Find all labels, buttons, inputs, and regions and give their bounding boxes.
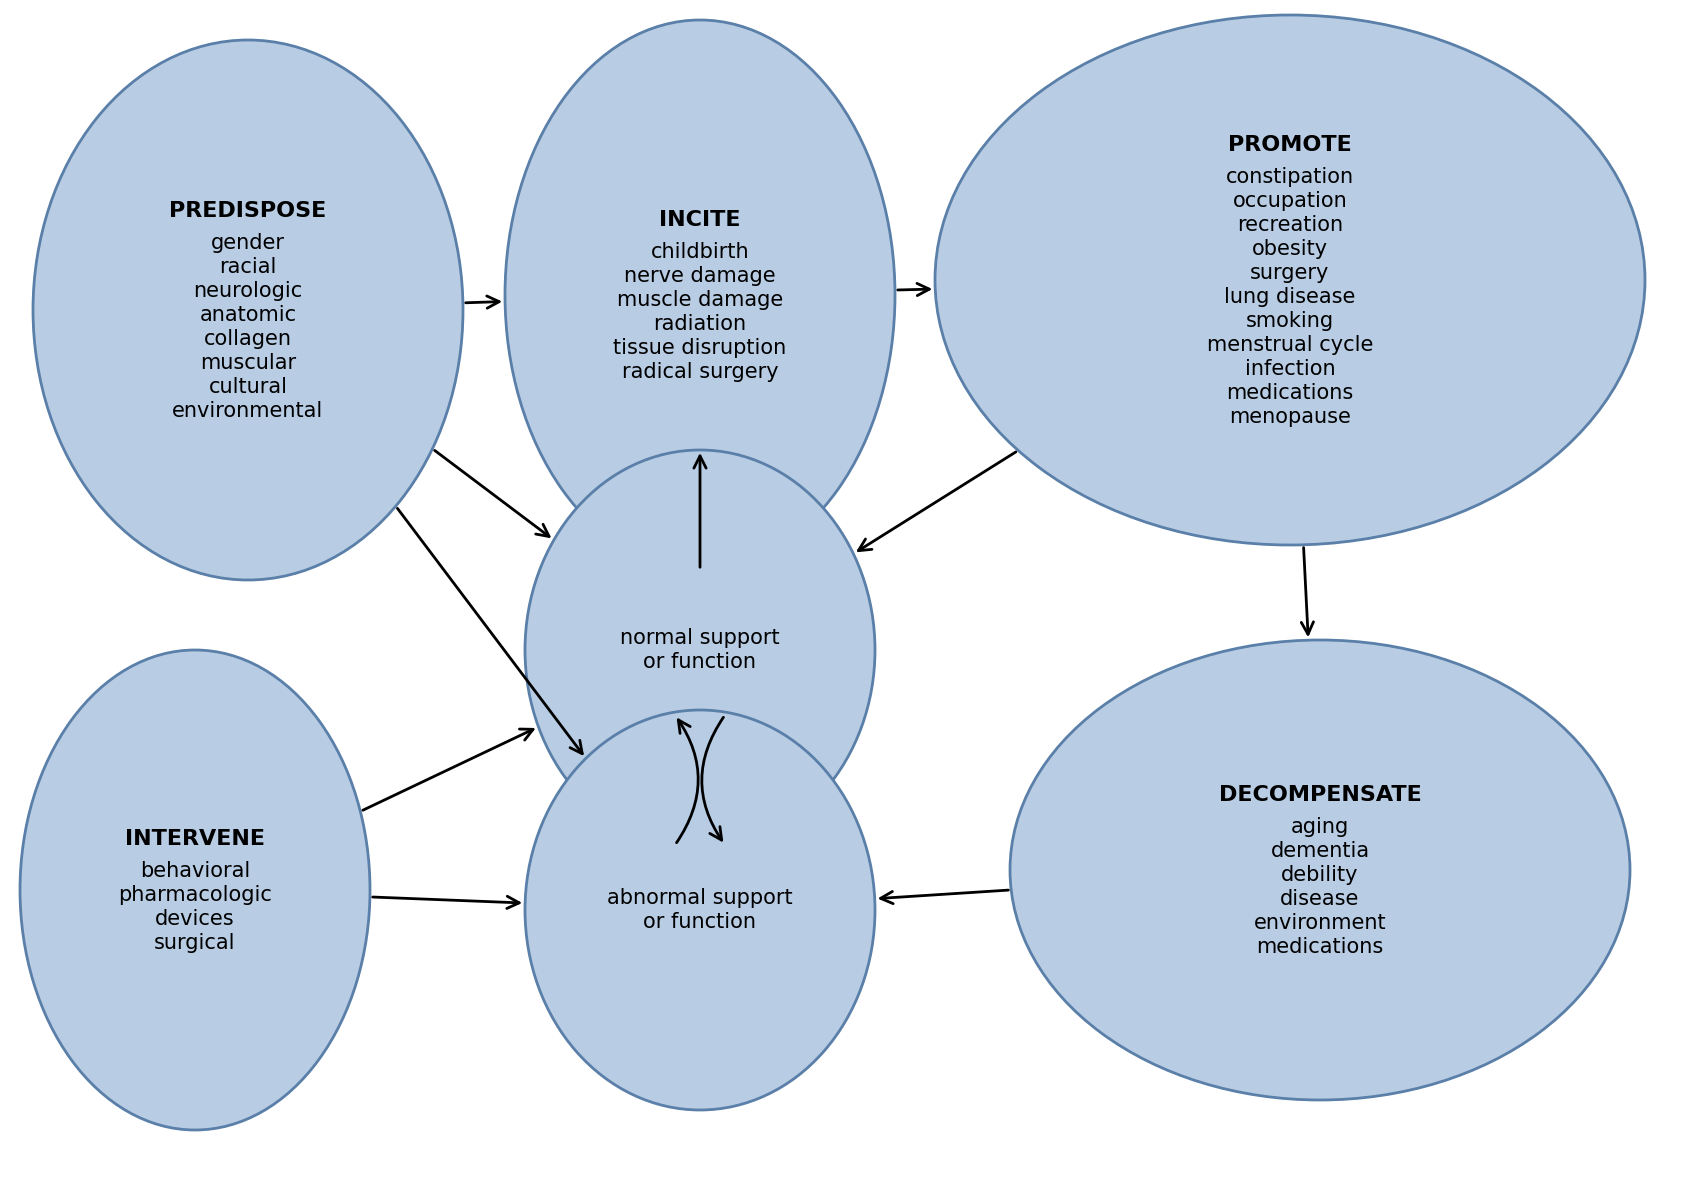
Text: radical surgery: radical surgery	[621, 362, 777, 382]
Text: menopause: menopause	[1228, 406, 1351, 427]
Ellipse shape	[935, 16, 1643, 546]
Text: tissue disruption: tissue disruption	[612, 338, 785, 359]
Text: disease: disease	[1280, 888, 1359, 909]
Text: obesity: obesity	[1251, 239, 1327, 259]
Text: occupation: occupation	[1231, 191, 1347, 211]
Text: muscle damage: muscle damage	[617, 290, 782, 311]
Text: PROMOTE: PROMOTE	[1228, 135, 1351, 155]
Text: DECOMPENSATE: DECOMPENSATE	[1218, 785, 1421, 805]
Text: medications: medications	[1256, 936, 1383, 957]
Text: radiation: radiation	[653, 314, 747, 335]
Ellipse shape	[525, 450, 875, 850]
Text: neurologic: neurologic	[193, 281, 303, 301]
Text: environment: environment	[1253, 912, 1386, 933]
Text: gender: gender	[210, 233, 284, 253]
Text: medications: medications	[1226, 382, 1352, 403]
Text: menstrual cycle: menstrual cycle	[1206, 335, 1373, 355]
Ellipse shape	[1009, 640, 1630, 1099]
Text: debility: debility	[1280, 864, 1357, 885]
Ellipse shape	[525, 710, 875, 1110]
Text: lung disease: lung disease	[1223, 287, 1356, 307]
Text: PREDISPOSE: PREDISPOSE	[170, 201, 326, 221]
Text: INCITE: INCITE	[659, 210, 740, 230]
Text: surgery: surgery	[1250, 263, 1329, 283]
Text: nerve damage: nerve damage	[624, 266, 775, 287]
Text: pharmacologic: pharmacologic	[118, 885, 272, 905]
Ellipse shape	[20, 650, 370, 1129]
Text: aging: aging	[1290, 817, 1349, 837]
Text: abnormal support: abnormal support	[607, 888, 792, 908]
Text: childbirth: childbirth	[651, 242, 748, 263]
Text: devices: devices	[155, 909, 235, 929]
Ellipse shape	[34, 40, 463, 580]
Ellipse shape	[505, 20, 895, 570]
Text: surgical: surgical	[155, 933, 235, 953]
Text: cultural: cultural	[209, 376, 288, 397]
Text: muscular: muscular	[200, 353, 296, 373]
Text: environmental: environmental	[172, 400, 323, 421]
Text: infection: infection	[1245, 359, 1334, 379]
Text: or function: or function	[643, 912, 755, 932]
Text: normal support: normal support	[621, 628, 779, 647]
Text: behavioral: behavioral	[140, 861, 251, 881]
Text: or function: or function	[643, 652, 755, 671]
Text: INTERVENE: INTERVENE	[124, 829, 264, 849]
Text: constipation: constipation	[1224, 167, 1354, 187]
Text: recreation: recreation	[1236, 215, 1342, 235]
Text: dementia: dementia	[1270, 840, 1369, 861]
Text: collagen: collagen	[204, 329, 291, 349]
Text: racial: racial	[219, 257, 276, 277]
Text: smoking: smoking	[1245, 311, 1334, 331]
Text: anatomic: anatomic	[200, 305, 296, 325]
